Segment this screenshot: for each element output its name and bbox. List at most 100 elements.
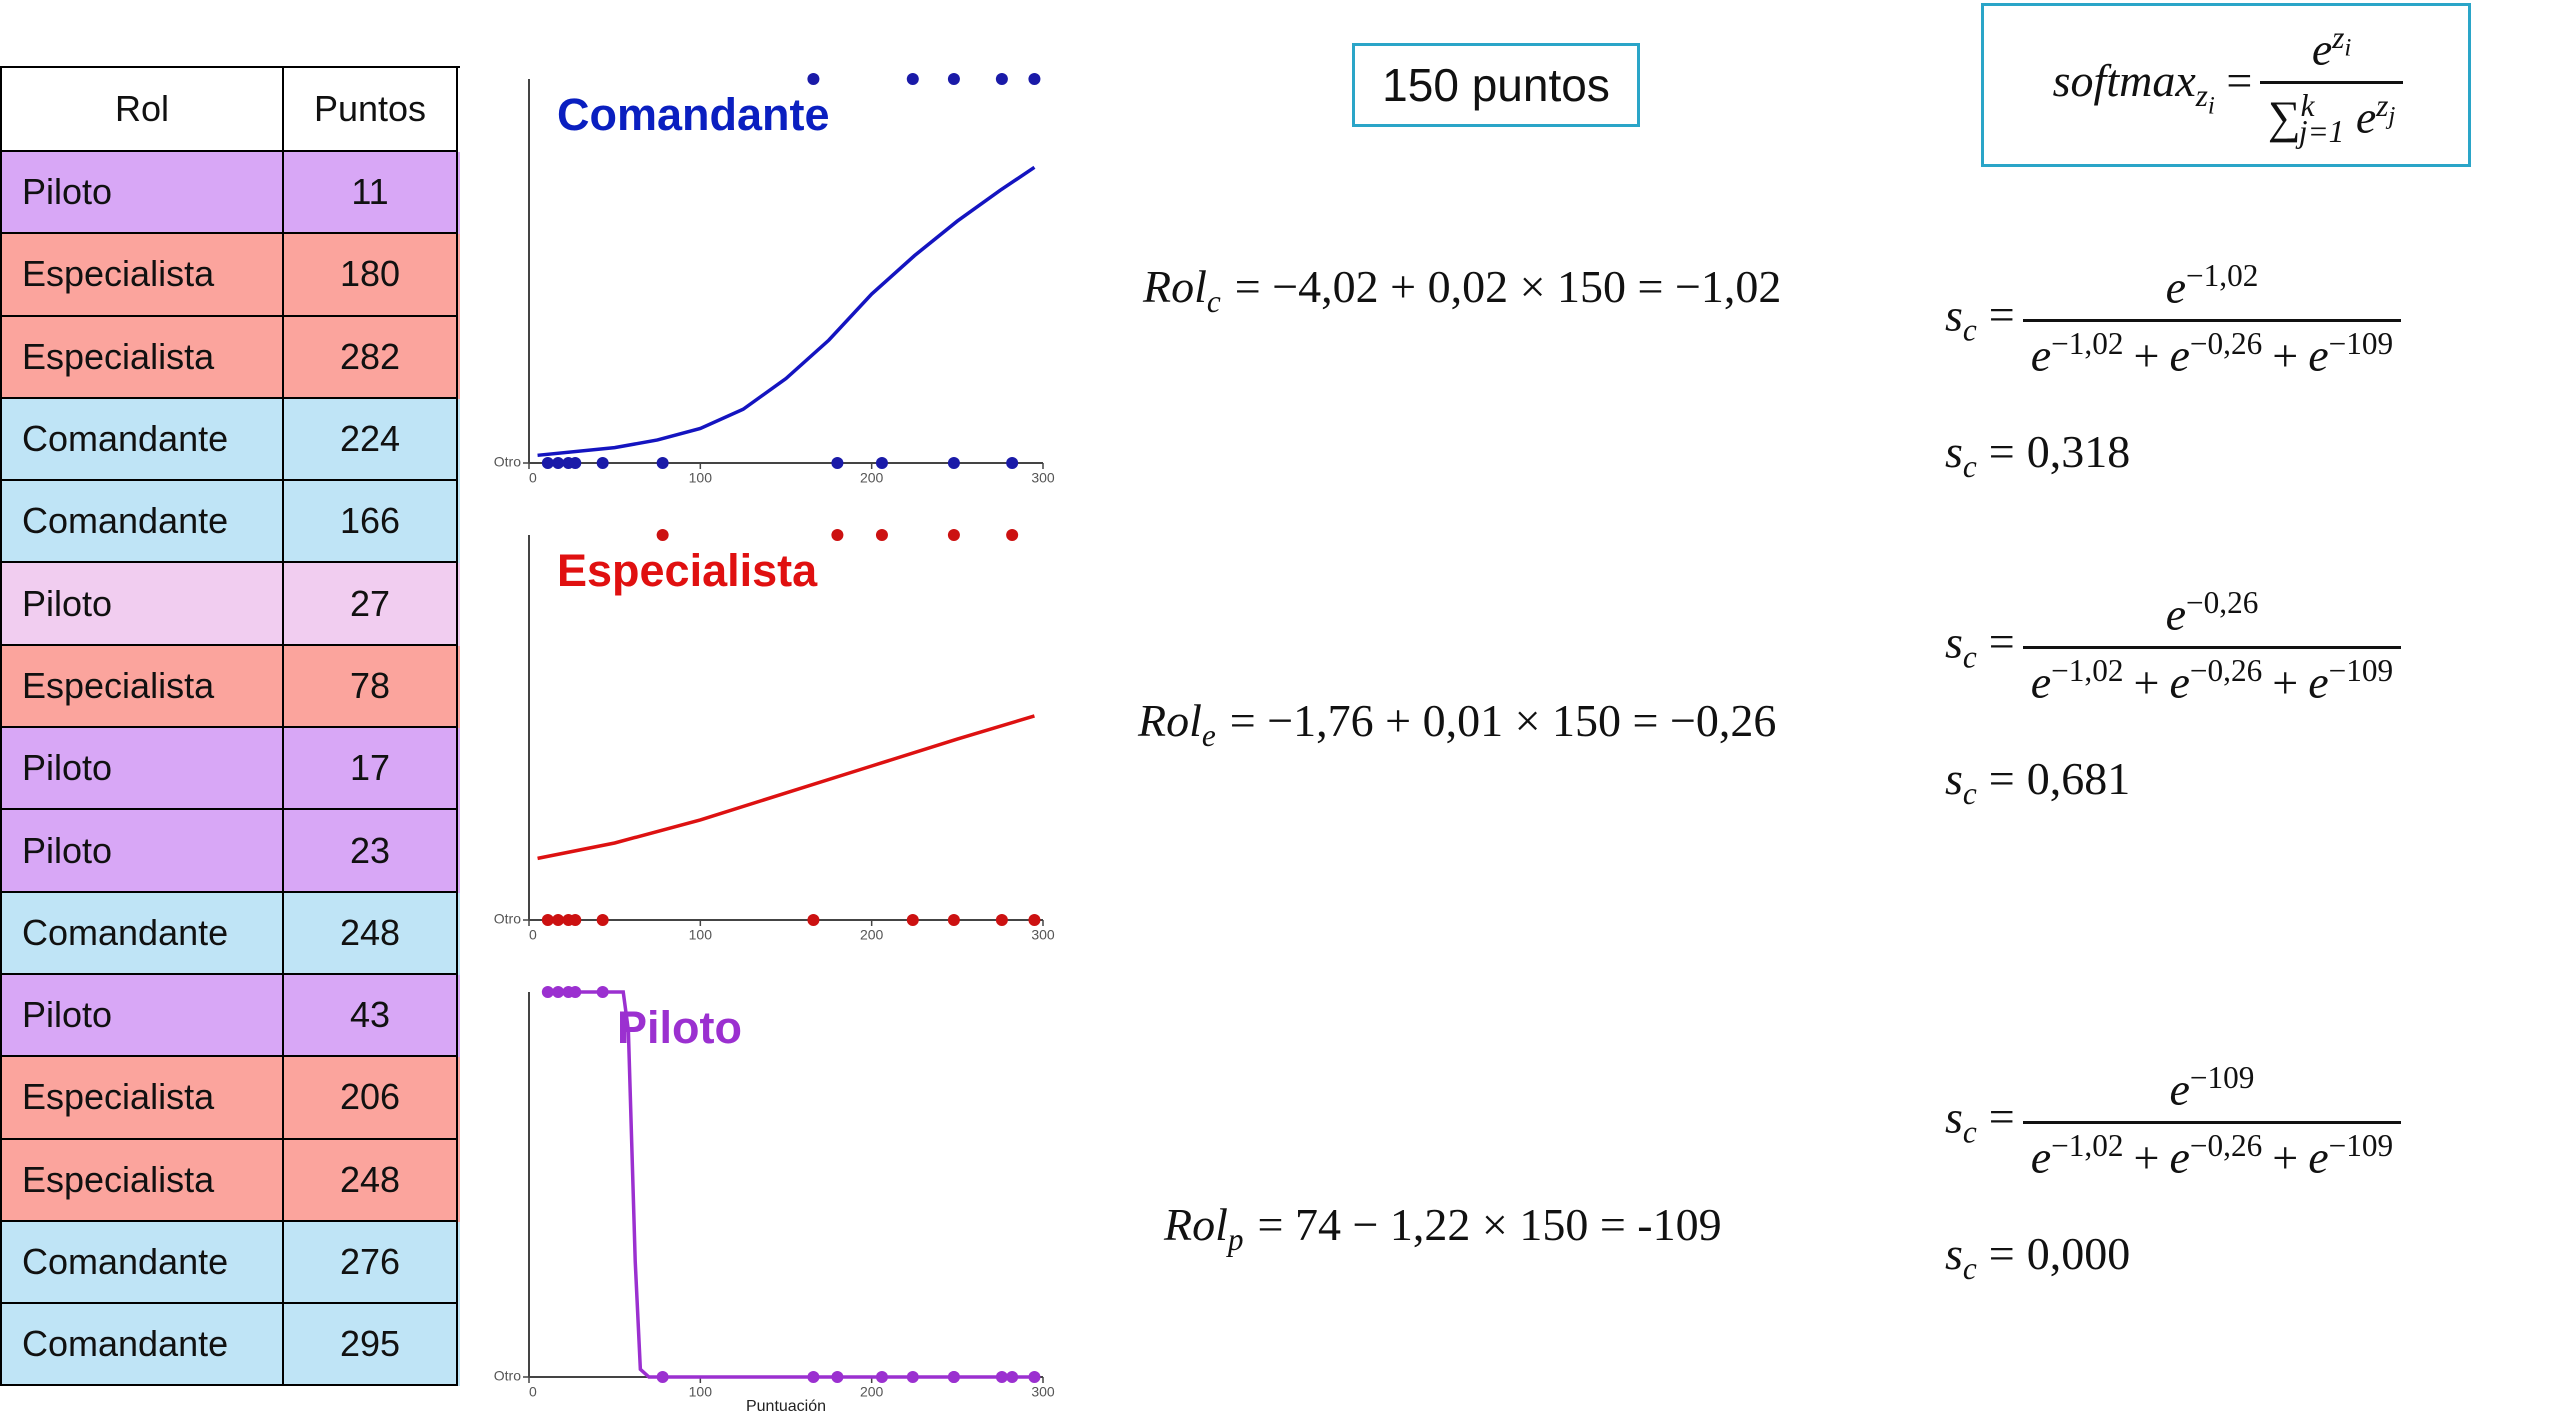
point [1028, 73, 1041, 85]
text: e [2030, 656, 2052, 708]
numerator: e−109 [2022, 1060, 2402, 1125]
point [1028, 914, 1041, 926]
x-tick-label: 100 [689, 470, 713, 486]
text: s [1945, 426, 1963, 477]
point [596, 457, 609, 469]
text: c [1962, 1114, 1977, 1150]
point [656, 529, 669, 541]
formula: Rolc = −4,02 + 0,02 × 150 = −1,02 [1143, 260, 1781, 320]
y-tick-label: Otro [494, 1368, 521, 1384]
point [1006, 457, 1019, 469]
text: c [1962, 776, 1977, 812]
table-row: Piloto 23 [2, 810, 460, 893]
text: z [2332, 19, 2345, 55]
table-cell: 295 [284, 1304, 458, 1387]
score-formula: sc = e−0,26 e−1,02 + e−0,26 + e−109 [1945, 585, 2402, 709]
text: + [2272, 1131, 2299, 1183]
text: k [2300, 87, 2315, 123]
table-cell: Especialista [2, 1139, 284, 1222]
text: Rol [1138, 695, 1202, 746]
numerator: e−1,02 [2022, 258, 2402, 323]
fraction: ezi ∑kj=1 ezj [2259, 19, 2404, 151]
point [831, 457, 844, 469]
text: −109 [2328, 653, 2394, 689]
point [541, 457, 554, 469]
text: e [2308, 1131, 2329, 1183]
table-cell: Piloto [2, 728, 284, 811]
x-tick-label: 300 [1031, 1384, 1055, 1400]
table-cell: Piloto [2, 563, 284, 646]
text: e [2311, 22, 2333, 74]
point [552, 914, 565, 926]
x-tick-label: 200 [860, 927, 884, 943]
table-cell: Comandante [2, 1304, 284, 1387]
denominator: e−1,02 + e−0,26 + e−109 [2027, 322, 2397, 381]
table-row: Comandante 276 [2, 1221, 460, 1305]
softmax-box: softmaxzi = ezi ∑kj=1 ezj [1981, 3, 2471, 167]
text: Rol [1143, 261, 1207, 312]
table-row: Comandante 166 [2, 481, 460, 564]
table-cell: Especialista [2, 645, 284, 729]
text: softmax [2052, 54, 2196, 106]
curve [537, 165, 1036, 458]
table-cell: 206 [284, 1057, 458, 1140]
table-cell: 17 [284, 728, 458, 811]
text: −0,26 [2189, 326, 2263, 362]
x-axis-label: Puntuación [746, 1398, 826, 1415]
point [1006, 529, 1019, 541]
text: = 74 − 1,22 × 150 = -109 [1257, 1199, 1722, 1250]
table-row: Piloto 43 [2, 974, 460, 1058]
text: s [1945, 753, 1963, 804]
text: −109 [2189, 1060, 2255, 1095]
text: e [2308, 656, 2329, 708]
point [906, 914, 919, 926]
text: = [2226, 54, 2253, 106]
numerator: e−0,26 [2022, 585, 2402, 650]
point [995, 73, 1008, 85]
chart-title: Piloto [617, 1002, 742, 1053]
table-row: Especialista 206 [2, 1057, 460, 1140]
text: e [1201, 718, 1216, 754]
table-cell: Comandante [2, 481, 284, 564]
text: = [1988, 426, 2015, 477]
point [875, 529, 888, 541]
x-tick-label: 200 [860, 1384, 884, 1400]
point [995, 914, 1008, 926]
score-formula: sc = e−109 e−1,02 + e−0,26 + e−109 [1945, 1060, 2402, 1184]
table-cell: 224 [284, 398, 458, 482]
text: −1,02 [2051, 1128, 2124, 1164]
text: e [2355, 91, 2377, 143]
curve [537, 714, 1035, 861]
text: = [1988, 289, 2015, 341]
text: + [2272, 656, 2299, 708]
point [947, 73, 960, 85]
table-cell: 23 [284, 810, 458, 893]
score-result: sc = 0,681 [1945, 752, 2130, 812]
table-cell: 43 [284, 974, 458, 1058]
table-row: Especialista 78 [2, 645, 460, 729]
chart-title: Especialista [557, 545, 818, 596]
text: c [1206, 284, 1221, 320]
header-cell: Rol [2, 68, 284, 152]
text: = [1988, 1228, 2015, 1279]
point [875, 457, 888, 469]
point [947, 529, 960, 541]
table-cell: 166 [284, 481, 458, 564]
chart-title: Comandante [557, 89, 830, 140]
table-cell: 11 [284, 152, 458, 235]
text: i [2344, 33, 2352, 61]
text: c [1962, 449, 1977, 485]
text: z [2376, 87, 2389, 123]
curve [547, 990, 1035, 1379]
text: s [1945, 289, 1963, 341]
text: c [1962, 312, 1977, 348]
table-cell: Especialista [2, 316, 284, 399]
text: e [2169, 656, 2190, 708]
text: e [2030, 329, 2052, 381]
softmax-formula: softmaxzi = ezi ∑kj=1 ezj [2052, 19, 2404, 151]
point [552, 457, 565, 469]
text: e [2169, 329, 2190, 381]
point [569, 457, 582, 469]
text: z [2195, 77, 2208, 113]
point [831, 529, 844, 541]
